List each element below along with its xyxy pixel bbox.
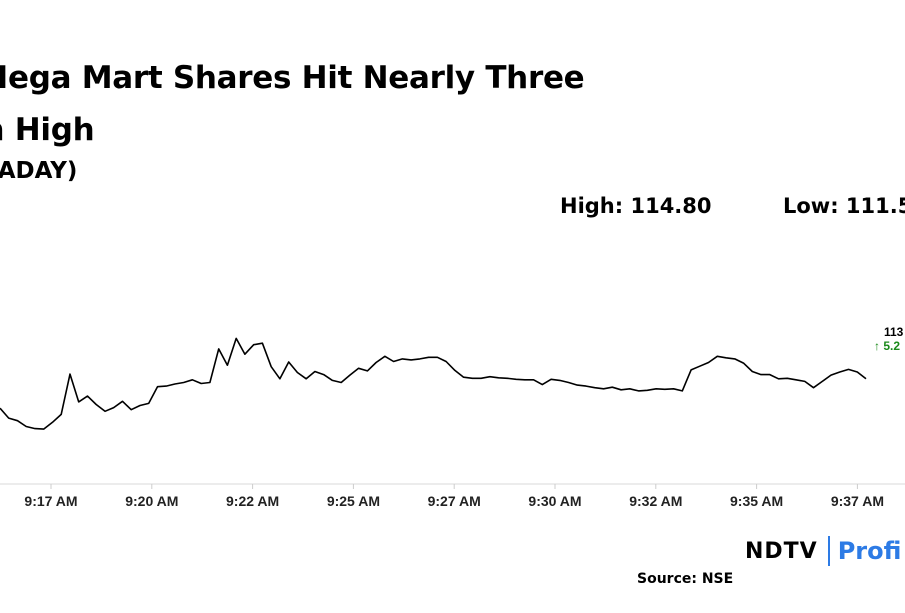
price-line bbox=[0, 337, 867, 430]
x-tick-label: 9:35 AM bbox=[730, 493, 783, 509]
price-change-value: 5.2 bbox=[883, 339, 901, 353]
logo-ndtv-text: NDTV bbox=[745, 538, 818, 564]
x-tick-label: 9:17 AM bbox=[24, 493, 77, 509]
x-tick-label: 9:20 AM bbox=[125, 493, 178, 509]
x-axis-ticks: 9:17 AM 9:20 AM 9:22 AM 9:25 AM 9:27 AM 9:30 … bbox=[24, 484, 884, 509]
ndtv-profit-logo: NDTV Profi bbox=[745, 536, 901, 566]
x-tick-label: 9:37 AM bbox=[831, 493, 884, 509]
logo-profit-text: Profi bbox=[837, 537, 902, 565]
last-price-label: 113 bbox=[884, 325, 904, 339]
x-tick-label: 9:30 AM bbox=[528, 493, 581, 509]
chart-subtitle: (INTRADAY) bbox=[0, 158, 78, 184]
x-tick-label: 9:25 AM bbox=[327, 493, 380, 509]
logo-separator bbox=[827, 536, 830, 566]
price-change: ↑ 5.2 bbox=[874, 339, 900, 353]
x-tick-label: 9:32 AM bbox=[629, 493, 682, 509]
x-tick-label: 9:22 AM bbox=[226, 493, 279, 509]
up-arrow-icon: ↑ bbox=[874, 339, 880, 353]
high-stat: High: 114.80 bbox=[560, 194, 712, 218]
x-tick-label: 9:27 AM bbox=[428, 493, 481, 509]
low-stat: Low: 111.5 bbox=[783, 194, 905, 218]
chart-title-line-1: al Mega Mart Shares Hit Nearly Three bbox=[0, 60, 585, 96]
source-note: Source: NSE bbox=[637, 571, 734, 587]
chart-title-line-2: th High bbox=[0, 112, 95, 148]
